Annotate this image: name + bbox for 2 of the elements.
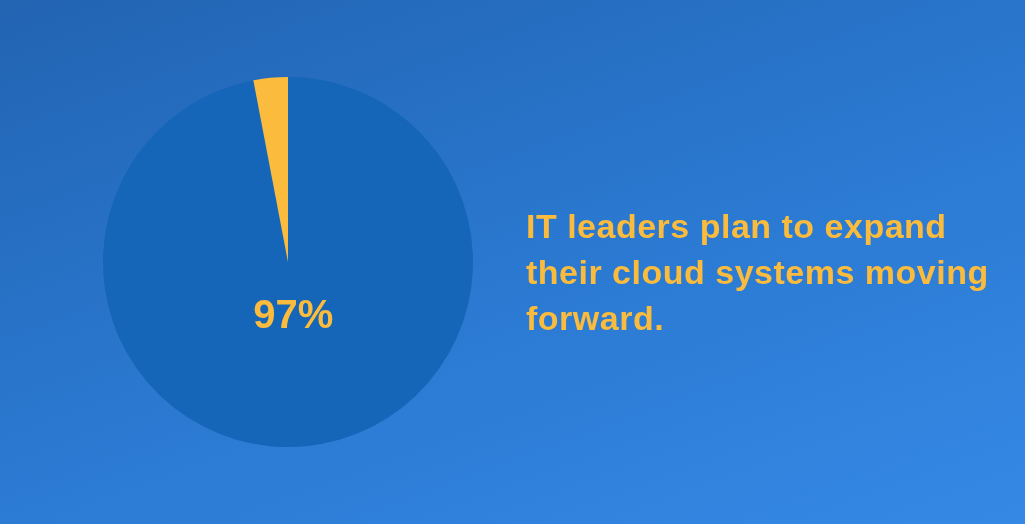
data-label: 97% — [253, 292, 334, 337]
text: IT leaders plan to expand their cloud systems moving forward. — [526, 206, 990, 339]
